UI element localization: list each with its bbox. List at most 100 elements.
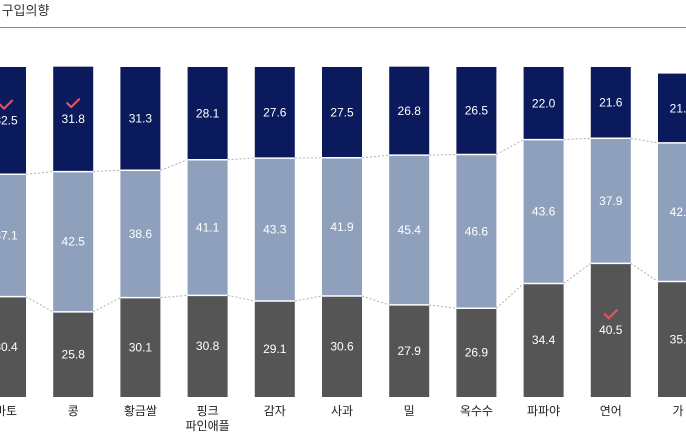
value-label-top-4: 27.6 (263, 106, 287, 120)
bar-bottom-7 (456, 308, 497, 397)
value-label-bottom-0: 30.4 (0, 340, 18, 354)
category-label-6: 밀 (404, 404, 415, 418)
bar-middle-3 (187, 159, 228, 296)
value-label-top-10: 21. (670, 101, 686, 115)
connector-3-1 (227, 157, 255, 161)
bar-bottom-8 (523, 283, 564, 397)
bar-bottom-6 (389, 304, 430, 397)
value-label-middle-3: 41.1 (196, 221, 220, 235)
connector-0-0 (25, 296, 54, 313)
connector-2-0 (160, 294, 188, 299)
value-label-bottom-9: 40.5 (599, 323, 623, 337)
bar-bottom-4 (254, 300, 295, 397)
value-label-bottom-4: 29.1 (263, 342, 287, 356)
checkmark-icon-2 (603, 309, 618, 320)
bar-top-3 (187, 67, 228, 160)
category-label-2: 황금쌀 (124, 404, 157, 418)
value-label-top-7: 26.5 (465, 104, 489, 118)
category-label-10: 가 (672, 404, 683, 418)
connector-lines (25, 137, 659, 313)
bar-top-6 (389, 66, 430, 156)
value-label-middle-2: 38.6 (129, 227, 153, 241)
highlight-checks (0, 98, 618, 320)
category-label-4: 감자 (264, 404, 286, 418)
value-label-bottom-10: 35. (670, 332, 686, 346)
category-label-3: 핑크 파인애플 (186, 404, 230, 433)
bar-middle-2 (120, 170, 161, 298)
connector-1-1 (93, 169, 121, 173)
value-label-middle-7: 46.6 (465, 224, 489, 238)
bar-bottom-9 (590, 263, 631, 397)
bar-middle-5 (322, 157, 362, 297)
value-label-bottom-8: 34.4 (532, 333, 556, 347)
value-label-middle-4: 43.3 (263, 223, 287, 237)
connector-9-0 (630, 262, 659, 282)
bar-top-4 (254, 67, 295, 159)
value-label-middle-0: 37.1 (0, 228, 18, 242)
bar-bottom-2 (120, 297, 161, 397)
bar-middle-10 (658, 142, 686, 282)
value-label-top-9: 21.6 (599, 96, 623, 110)
value-label-top-5: 27.5 (330, 105, 354, 119)
checkmark-icon-1 (66, 98, 81, 109)
bar-top-0 (0, 67, 26, 175)
value-label-middle-5: 41.9 (330, 220, 354, 234)
value-label-top-3: 28.1 (196, 106, 220, 120)
category-label-8: 파파야 (527, 404, 560, 418)
category-label-1: 콩 (68, 404, 79, 418)
connector-2-1 (160, 159, 188, 171)
bar-bottom-3 (187, 295, 228, 397)
category-label-7: 옥수수 (460, 404, 493, 418)
value-label-top-0: 32.5 (0, 114, 18, 128)
bar-top-10 (658, 73, 686, 143)
category-label-5: 사과 (331, 404, 353, 418)
value-label-middle-6: 45.4 (398, 223, 422, 237)
connector-1-0 (92, 297, 121, 313)
value-label-bottom-3: 30.8 (196, 339, 220, 353)
bar-top-9 (590, 67, 631, 139)
bar-middle-8 (523, 139, 564, 284)
bar-middle-9 (590, 138, 631, 264)
value-label-top-2: 31.3 (129, 112, 153, 126)
connector-8-0 (563, 262, 592, 284)
bar-bottom-0 (0, 296, 26, 397)
bar-bottom-10 (658, 281, 686, 397)
value-label-middle-8: 43.6 (532, 205, 556, 219)
connector-7-0 (496, 283, 524, 309)
value-label-top-8: 22.0 (532, 96, 556, 110)
connector-7-1 (496, 139, 524, 155)
connector-6-0 (429, 304, 457, 309)
connector-9-1 (630, 137, 659, 144)
bar-top-7 (456, 67, 497, 155)
connector-8-1 (563, 137, 591, 141)
bar-middle-4 (254, 158, 295, 301)
bar-top-2 (120, 67, 161, 171)
bar-bottom-1 (53, 311, 94, 397)
value-label-bottom-1: 25.8 (62, 347, 86, 361)
connector-0-1 (25, 171, 54, 175)
connector-5-0 (361, 295, 390, 306)
bar-top-1 (53, 66, 94, 172)
category-labels: 마토 콩 황금쌀 핑크 파인애플 감자 사과 밀 옥수수 파파야 연어 가 (0, 404, 684, 433)
connector-6-1 (429, 153, 457, 156)
value-label-bottom-7: 26.9 (465, 346, 489, 360)
title-divider (0, 27, 686, 28)
bar-middle-1 (53, 171, 94, 312)
bar-middle-0 (0, 174, 26, 297)
category-label-0: 마토 (0, 404, 17, 418)
bar-middle-7 (456, 154, 497, 309)
bars-group (0, 66, 686, 397)
value-label-middle-9: 37.9 (599, 194, 623, 208)
segment-labels: 30.4 37.1 32.5 25.8 42.5 31.8 30.1 38.6 31.3 30.8… (0, 96, 686, 362)
connector-5-1 (361, 154, 390, 159)
bar-middle-6 (389, 155, 430, 305)
value-label-middle-10: 42. (670, 205, 686, 219)
checkmark-icon-0 (0, 99, 14, 110)
bar-top-8 (523, 67, 564, 140)
value-label-bottom-5: 30.6 (330, 340, 354, 354)
connector-3-0 (227, 294, 255, 302)
bar-top-5 (322, 67, 362, 158)
chart-title: 유 구입의향 (0, 3, 50, 18)
value-label-middle-1: 42.5 (62, 235, 86, 249)
